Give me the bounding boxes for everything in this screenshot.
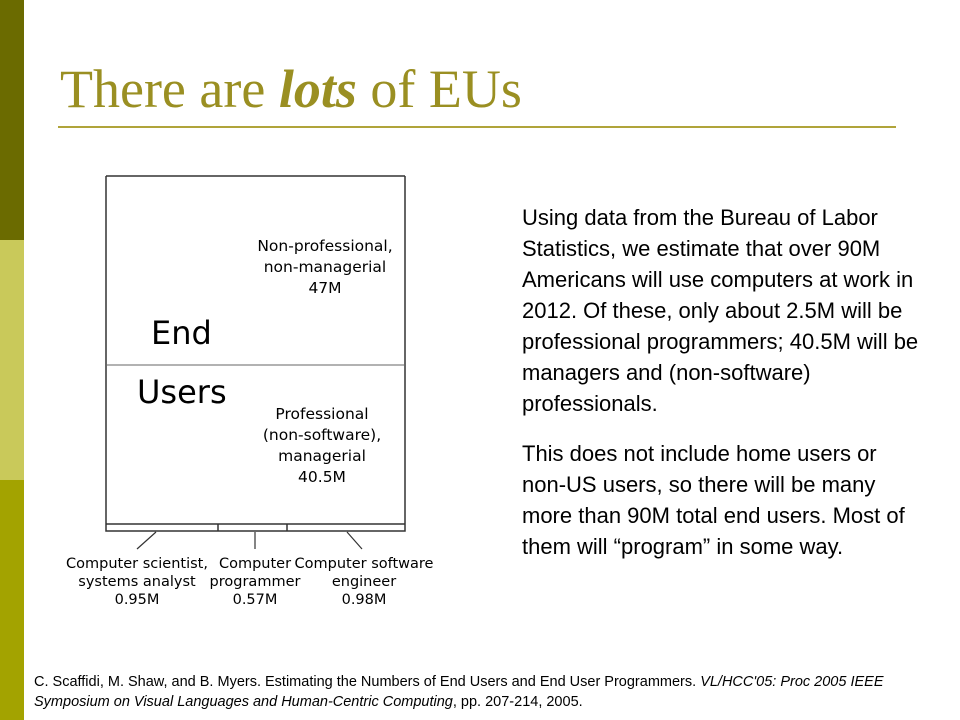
body-paragraph-1: Using data from the Bureau of Labor Stat… <box>522 205 919 416</box>
middle-block-line2: (non-software), <box>263 426 381 444</box>
category-1-value: 0.95M <box>115 592 160 608</box>
category-1-line2: systems analyst <box>78 574 196 590</box>
citation-authors-title: C. Scaffidi, M. Shaw, and B. Myers. Esti… <box>34 674 701 690</box>
category-2-line1: Computer <box>219 556 291 572</box>
center-label-end: End <box>151 314 212 352</box>
accent-bar-middle <box>0 240 24 480</box>
center-label-users: Users <box>137 373 227 411</box>
title-text-emphasis: lots <box>278 59 357 119</box>
title-text-pre: There are <box>60 59 279 119</box>
category-3-line1: Computer software <box>295 556 434 572</box>
accent-bar-top <box>0 0 24 240</box>
citation: C. Scaffidi, M. Shaw, and B. Myers. Esti… <box>34 672 954 712</box>
top-block-line1: Non-professional, <box>257 237 392 255</box>
middle-block-line1: Professional <box>275 405 368 423</box>
category-3-line2: engineer <box>332 574 396 590</box>
accent-bar-bottom <box>0 480 24 720</box>
body-text: Using data from the Bureau of Labor Stat… <box>522 202 922 581</box>
category-3-value: 0.98M <box>342 592 387 608</box>
citation-pages: , pp. 207-214, 2005. <box>452 694 583 710</box>
middle-block-line3: managerial <box>278 447 366 465</box>
top-block-value: 47M <box>308 279 341 297</box>
body-paragraph-2: This does not include home users or non-… <box>522 441 905 559</box>
title-underline <box>58 126 896 128</box>
category-2-line2: programmer <box>210 574 301 590</box>
category-1-line1: Computer scientist, <box>66 556 208 572</box>
middle-block-value: 40.5M <box>298 468 346 486</box>
citation-venue: VL/HCC'05: Proc 2005 IEEE Symposium on V… <box>34 674 884 710</box>
slide-title: There are lots of EUs <box>60 58 522 120</box>
category-2-value: 0.57M <box>233 592 278 608</box>
pointer-line-1 <box>136 531 157 550</box>
top-block-line2: non-managerial <box>264 258 387 276</box>
title-text-post: of EUs <box>356 59 522 119</box>
diagram-outer-box <box>105 176 406 532</box>
pointer-line-3 <box>346 531 363 550</box>
